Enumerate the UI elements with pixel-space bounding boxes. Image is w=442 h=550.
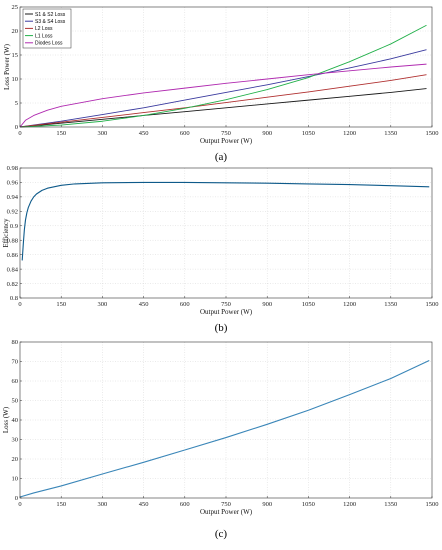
x-tick-label: 1200 bbox=[343, 301, 356, 308]
y-tick-label: 10 bbox=[12, 76, 19, 83]
figure-caption: (b) bbox=[215, 322, 228, 334]
chart-panel-3: 0 150 300 450 600 750 900 1050 1200 1350 1500 0 10 20… bbox=[2, 339, 439, 540]
x-tick-label: 1350 bbox=[384, 301, 397, 308]
y-tick-label: 20 bbox=[12, 456, 19, 463]
y-tick-label: 10 bbox=[12, 476, 19, 483]
x-tick-label: 750 bbox=[221, 501, 231, 508]
y-axis-label: Efficiency bbox=[2, 218, 10, 248]
y-tick-label: 20 bbox=[12, 28, 19, 35]
series-line-4 bbox=[19, 24, 427, 128]
legend-label: Diodes Loss bbox=[35, 41, 63, 47]
series-line-1 bbox=[21, 181, 430, 261]
y-tick-label: 0.98 bbox=[7, 165, 18, 172]
legend-label: L2 Loss bbox=[35, 26, 53, 32]
x-tick-label: 750 bbox=[221, 301, 231, 308]
x-axis-label: Output Power (W) bbox=[200, 508, 253, 516]
y-tick-label: 0.96 bbox=[7, 180, 19, 187]
y-axis-label: Loss Power (W) bbox=[3, 43, 11, 90]
y-tick-label: 5 bbox=[15, 100, 18, 107]
x-tick-label: 1350 bbox=[384, 130, 397, 137]
x-tick-label: 600 bbox=[180, 130, 190, 137]
x-tick-label: 900 bbox=[262, 501, 272, 508]
x-axis-label: Output Power (W) bbox=[200, 308, 253, 316]
y-tick-label: 0.88 bbox=[7, 237, 18, 244]
x-tick-label: 1200 bbox=[343, 130, 356, 137]
x-tick-label: 450 bbox=[139, 130, 149, 137]
y-tick-label: 0 bbox=[15, 495, 18, 502]
x-tick-label: 1500 bbox=[426, 301, 439, 308]
x-axis-label: Output Power (W) bbox=[200, 137, 253, 145]
x-tick-label: 1500 bbox=[426, 501, 439, 508]
x-tick-label: 0 bbox=[18, 130, 21, 137]
x-tick-label: 1350 bbox=[384, 501, 397, 508]
x-tick-label: 150 bbox=[56, 501, 66, 508]
x-tick-label: 900 bbox=[262, 130, 272, 137]
x-tick-label: 300 bbox=[98, 130, 108, 137]
x-tick-label: 0 bbox=[18, 301, 21, 308]
x-tick-label: 450 bbox=[139, 301, 149, 308]
y-tick-label: 0 bbox=[15, 124, 18, 131]
y-tick-label: 0.84 bbox=[7, 266, 19, 273]
x-tick-label: 1050 bbox=[302, 130, 315, 137]
x-tick-label: 1200 bbox=[343, 501, 356, 508]
y-tick-label: 0.86 bbox=[7, 252, 19, 259]
x-tick-label: 150 bbox=[56, 301, 66, 308]
y-tick-label: 0.9 bbox=[10, 223, 18, 230]
y-tick-label: 0.94 bbox=[7, 194, 19, 201]
series-line-1 bbox=[19, 88, 427, 128]
y-tick-label: 40 bbox=[12, 417, 19, 424]
x-tick-label: 300 bbox=[98, 301, 108, 308]
y-tick-label: 30 bbox=[12, 437, 19, 444]
figure-caption: (a) bbox=[215, 151, 228, 163]
legend-label: S3 & S4 Loss bbox=[35, 19, 66, 25]
chart-panel-1: 0 150 300 450 600 750 900 1050 1200 1350 1500 0 5 10 1… bbox=[3, 4, 439, 163]
y-tick-label: 80 bbox=[12, 339, 19, 346]
y-tick-label: 60 bbox=[12, 378, 19, 385]
x-tick-label: 600 bbox=[180, 501, 190, 508]
x-tick-label: 1500 bbox=[426, 130, 439, 137]
x-tick-label: 1050 bbox=[302, 501, 315, 508]
y-tick-label: 25 bbox=[12, 4, 19, 11]
y-tick-label: 0.8 bbox=[10, 295, 18, 302]
x-tick-label: 450 bbox=[139, 501, 149, 508]
x-tick-label: 900 bbox=[262, 301, 272, 308]
chart-panel-2: 0 150 300 450 600 750 900 1050 1200 1350 1500 0.8 0.… bbox=[2, 165, 439, 334]
y-tick-label: 0.92 bbox=[7, 209, 18, 216]
x-tick-label: 600 bbox=[180, 301, 190, 308]
y-axis-label: Loss (W) bbox=[2, 406, 10, 433]
y-tick-label: 70 bbox=[12, 359, 19, 366]
series-line-1 bbox=[19, 360, 430, 498]
legend-label: L1 Loss bbox=[35, 33, 53, 39]
series-line-5 bbox=[19, 63, 427, 128]
y-tick-label: 50 bbox=[12, 398, 19, 405]
y-tick-label: 0.82 bbox=[7, 281, 18, 288]
series-line-3 bbox=[19, 74, 427, 128]
y-tick-label: 15 bbox=[12, 52, 19, 59]
legend-label: S1 & S2 Loss bbox=[35, 12, 66, 18]
x-tick-label: 300 bbox=[98, 501, 108, 508]
x-tick-label: 150 bbox=[56, 130, 66, 137]
series-line-2 bbox=[19, 49, 427, 128]
figure-caption: (c) bbox=[215, 528, 228, 540]
x-tick-label: 750 bbox=[221, 130, 231, 137]
x-tick-label: 0 bbox=[18, 501, 21, 508]
x-tick-label: 1050 bbox=[302, 301, 315, 308]
